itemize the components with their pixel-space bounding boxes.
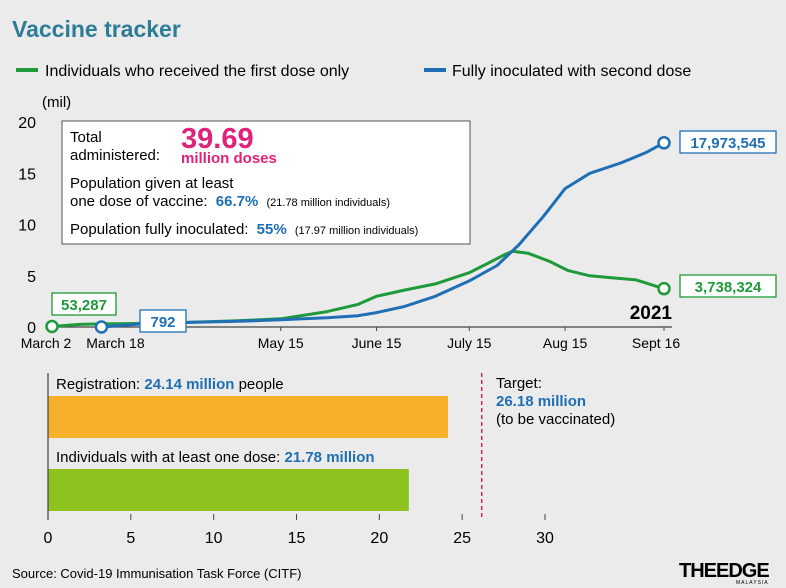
one-dose-bar-value: 21.78 million bbox=[284, 449, 374, 466]
callout-full-dose-start: 792 bbox=[139, 309, 187, 333]
total-doses-value: 39.69 bbox=[181, 123, 254, 155]
registration-bar-label: Registration: 24.14 million people bbox=[56, 376, 284, 393]
target-label-value: 26.18 million bbox=[496, 393, 586, 410]
y-tick-label: 5 bbox=[27, 269, 36, 286]
logo-subtext: MALAYSIA bbox=[736, 580, 769, 586]
callout-full-dose-end: 17,973,545 bbox=[679, 130, 777, 154]
x-tick-label: March 18 bbox=[86, 335, 145, 351]
year-label: 2021 bbox=[630, 303, 673, 324]
callout-full-dose-end-label: 17,973,545 bbox=[690, 135, 765, 152]
population-one-dose-note: (21.78 million individuals) bbox=[266, 197, 390, 209]
population-one-dose-label: one dose of vaccine: bbox=[70, 193, 208, 210]
callout-full-dose-start-label: 792 bbox=[150, 314, 175, 331]
logo-wordmark: THEEDGE bbox=[679, 560, 769, 582]
legend: Individuals who received the first dose … bbox=[16, 63, 691, 80]
legend-full-dose-label: Fully inoculated with second dose bbox=[452, 63, 691, 80]
series-line-full-dose bbox=[101, 141, 665, 329]
callout-first-dose-end-box bbox=[679, 274, 777, 298]
callout-first-dose-end: 3,738,324 bbox=[679, 274, 777, 298]
callout-full-dose-end-box bbox=[679, 130, 777, 154]
population-fully-label: Population fully inoculated: bbox=[70, 221, 248, 238]
callout-first-dose-start: 53,287 bbox=[51, 292, 117, 316]
total-label-line-2: administered: bbox=[70, 147, 160, 164]
x-axis: March 2 March 18 May 15 June 15 July 15 Aug 1… bbox=[21, 327, 680, 351]
full-dose-end-point bbox=[657, 136, 671, 150]
x-tick-label: July 15 bbox=[447, 335, 492, 351]
info-box: Total administered: 39.69 million doses … bbox=[61, 120, 471, 245]
callout-full-dose-start-box bbox=[139, 309, 187, 333]
one-dose-bar-label: Individuals with at least one dose: 21.7… bbox=[56, 449, 375, 466]
bar-x-tick-label: 20 bbox=[370, 530, 388, 547]
x-tick-label: Aug 15 bbox=[543, 335, 588, 351]
source-note: Source: Covid-19 Immunisation Task Force… bbox=[12, 566, 301, 581]
x-tick-label: May 15 bbox=[258, 335, 304, 351]
callout-first-dose-start-box bbox=[51, 292, 117, 316]
bar-x-tick-label: 15 bbox=[288, 530, 306, 547]
full-dose-start-point bbox=[94, 320, 109, 334]
callout-first-dose-end-label: 3,738,324 bbox=[695, 279, 762, 296]
y-tick-label: 20 bbox=[18, 115, 36, 132]
legend-first-dose-label: Individuals who received the first dose … bbox=[45, 63, 349, 80]
bar-x-tick-label: 10 bbox=[205, 530, 223, 547]
population-fully-percent: 55% bbox=[257, 221, 287, 238]
line-chart: 0 5 10 15 20 March 2 March 18 May 15 June 15 Jul… bbox=[18, 115, 777, 351]
bar-x-axis: 0 5 10 15 20 25 30 bbox=[44, 514, 554, 547]
population-one-dose-line-2: one dose of vaccine: 66.7% (21.78 millio… bbox=[70, 193, 390, 210]
bar-chart: Registration: 24.14 million people Indiv… bbox=[44, 373, 615, 547]
y-tick-label: 10 bbox=[18, 218, 36, 235]
registration-bar-value: 24.14 million bbox=[144, 376, 234, 393]
y-tick-label: 15 bbox=[18, 166, 36, 183]
first-dose-start-point bbox=[45, 319, 59, 334]
info-box-frame bbox=[61, 120, 471, 245]
x-tick-label: June 15 bbox=[352, 335, 402, 351]
series-markers bbox=[45, 136, 671, 334]
y-axis-unit-label: (mil) bbox=[42, 94, 71, 111]
y-axis: 0 5 10 15 20 bbox=[18, 115, 36, 337]
population-fully-line: Population fully inoculated: 55% (17.97 … bbox=[70, 221, 418, 238]
bar-one-dose bbox=[48, 469, 409, 511]
registration-bar-prefix: Registration: bbox=[56, 376, 144, 393]
target-label-line-3: (to be vaccinated) bbox=[496, 411, 615, 428]
x-tick-label: March 2 bbox=[21, 335, 72, 351]
total-label-line-1: Total bbox=[70, 129, 102, 146]
target-label-line-1: Target: bbox=[496, 375, 542, 392]
the-edge-logo: THEEDGE MALAYSIA bbox=[679, 560, 770, 586]
population-fully-note: (17.97 million individuals) bbox=[295, 225, 419, 237]
population-one-dose-percent: 66.7% bbox=[216, 193, 259, 210]
first-dose-end-point bbox=[657, 281, 671, 296]
registration-bar-suffix: people bbox=[234, 376, 283, 393]
bar-x-tick-label: 30 bbox=[536, 530, 554, 547]
bar-x-tick-label: 25 bbox=[453, 530, 471, 547]
bar-x-tick-label: 5 bbox=[126, 530, 135, 547]
one-dose-bar-prefix: Individuals with at least one dose: bbox=[56, 449, 284, 466]
bar-registration bbox=[48, 396, 448, 438]
x-tick-label: Sept 16 bbox=[632, 335, 680, 351]
bar-x-tick-label: 0 bbox=[44, 530, 53, 547]
population-one-dose-line-1: Population given at least bbox=[70, 175, 234, 192]
callout-first-dose-start-label: 53,287 bbox=[61, 297, 107, 314]
total-doses-unit: million doses bbox=[181, 150, 277, 167]
y-tick-label: 0 bbox=[27, 320, 36, 337]
page-title: Vaccine tracker bbox=[12, 16, 181, 42]
